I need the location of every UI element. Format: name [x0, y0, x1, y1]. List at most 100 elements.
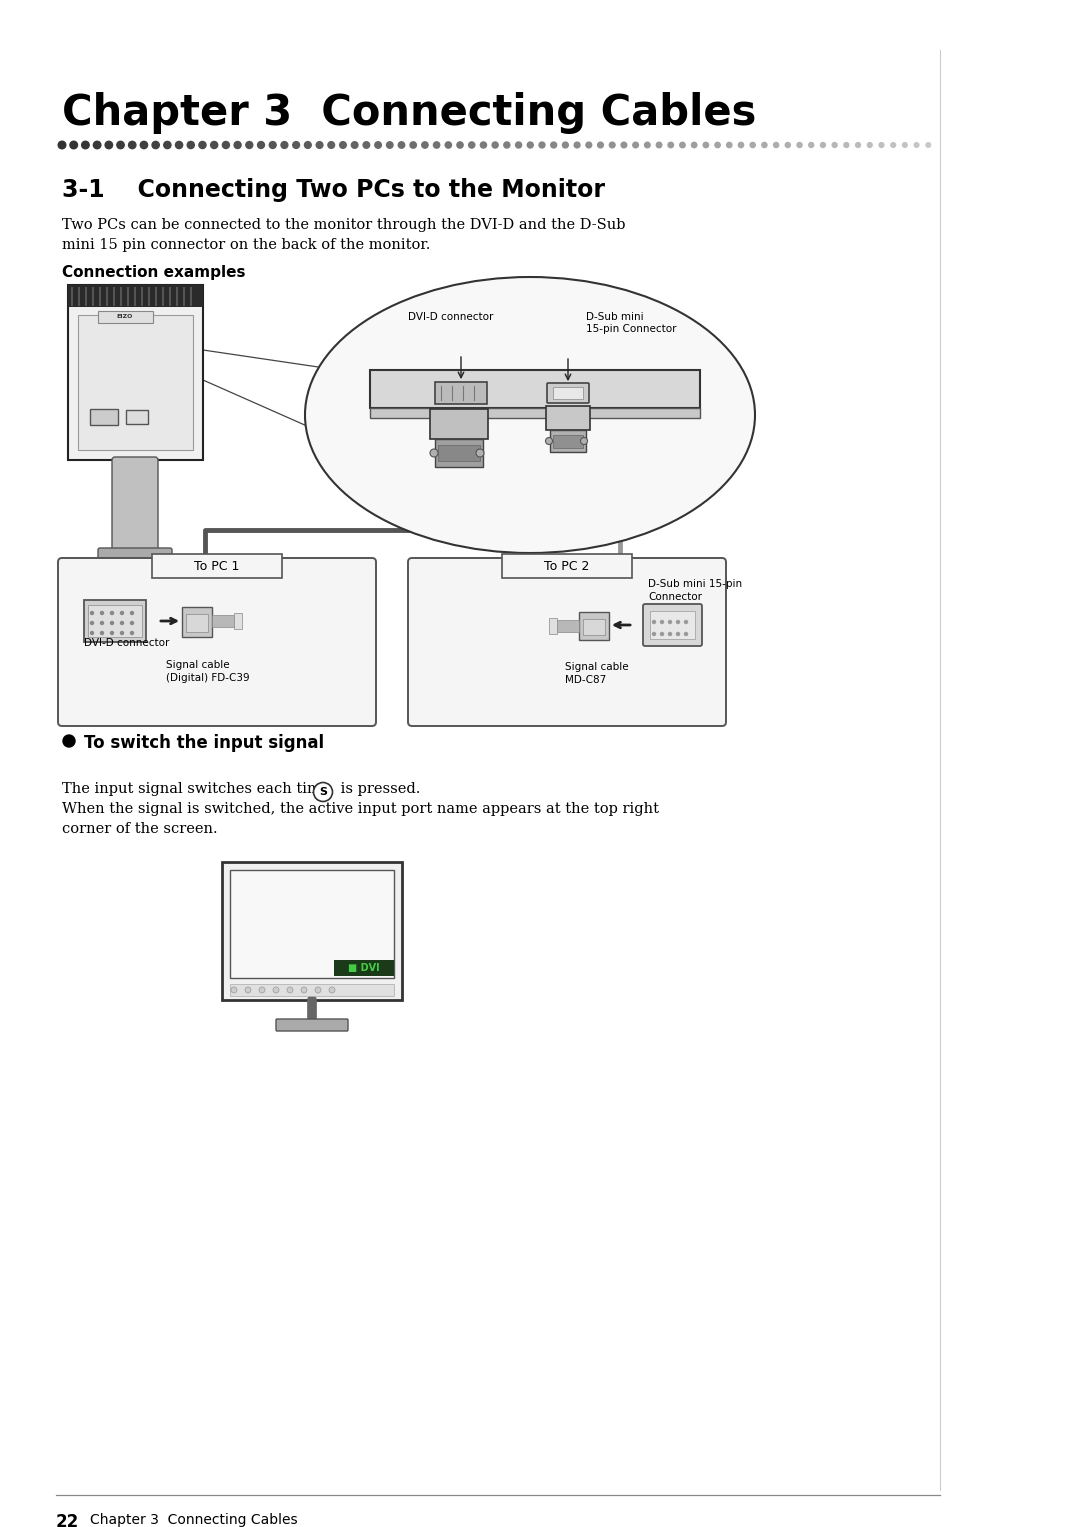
Circle shape	[703, 142, 708, 148]
FancyBboxPatch shape	[276, 1019, 348, 1031]
FancyBboxPatch shape	[183, 608, 212, 637]
FancyBboxPatch shape	[430, 409, 488, 438]
Circle shape	[879, 142, 883, 148]
Text: The input signal switches each time: The input signal switches each time	[62, 782, 334, 796]
Circle shape	[661, 632, 663, 635]
Text: Two PCs can be connected to the monitor through the DVI-D and the D-Sub: Two PCs can be connected to the monitor …	[62, 218, 625, 232]
Text: EIZO: EIZO	[117, 315, 133, 319]
Circle shape	[891, 142, 895, 148]
Text: corner of the screen.: corner of the screen.	[62, 822, 218, 835]
FancyBboxPatch shape	[68, 286, 203, 460]
FancyBboxPatch shape	[90, 409, 118, 425]
Circle shape	[669, 142, 674, 148]
FancyBboxPatch shape	[87, 605, 141, 637]
Circle shape	[399, 142, 405, 148]
Text: Signal cable
(Digital) FD-C39: Signal cable (Digital) FD-C39	[166, 660, 249, 683]
Circle shape	[129, 142, 136, 148]
Text: To PC 1: To PC 1	[194, 559, 240, 573]
Circle shape	[91, 621, 94, 625]
Circle shape	[652, 632, 656, 635]
Circle shape	[481, 142, 486, 148]
Circle shape	[100, 611, 104, 614]
Circle shape	[633, 142, 638, 148]
Circle shape	[301, 986, 307, 993]
Circle shape	[281, 142, 288, 148]
Circle shape	[91, 632, 94, 635]
Circle shape	[539, 142, 545, 148]
Circle shape	[821, 142, 825, 148]
FancyBboxPatch shape	[550, 431, 586, 452]
Circle shape	[679, 142, 685, 148]
Circle shape	[445, 142, 451, 148]
Circle shape	[121, 632, 123, 635]
Circle shape	[316, 142, 323, 148]
FancyBboxPatch shape	[370, 408, 700, 418]
Circle shape	[685, 620, 688, 623]
FancyBboxPatch shape	[549, 618, 557, 634]
FancyBboxPatch shape	[435, 438, 483, 467]
FancyBboxPatch shape	[553, 386, 583, 399]
Circle shape	[110, 611, 113, 614]
Circle shape	[926, 142, 931, 147]
Circle shape	[293, 142, 299, 148]
Circle shape	[131, 611, 134, 614]
Circle shape	[843, 142, 849, 148]
Circle shape	[305, 142, 311, 148]
Text: S: S	[319, 786, 327, 797]
FancyBboxPatch shape	[222, 863, 402, 1000]
FancyBboxPatch shape	[84, 600, 146, 641]
FancyBboxPatch shape	[126, 411, 148, 425]
Circle shape	[551, 142, 556, 148]
Circle shape	[586, 142, 592, 148]
Circle shape	[867, 142, 873, 148]
Circle shape	[110, 621, 113, 625]
Circle shape	[515, 142, 522, 148]
Circle shape	[609, 142, 616, 148]
Circle shape	[245, 986, 251, 993]
Circle shape	[597, 142, 604, 148]
Circle shape	[581, 438, 588, 444]
Circle shape	[797, 142, 802, 148]
FancyBboxPatch shape	[643, 605, 702, 646]
FancyBboxPatch shape	[579, 612, 609, 640]
Circle shape	[110, 632, 113, 635]
Circle shape	[187, 142, 194, 148]
Circle shape	[669, 632, 672, 635]
Circle shape	[761, 142, 767, 148]
Circle shape	[715, 142, 720, 148]
FancyBboxPatch shape	[230, 983, 394, 996]
Text: When the signal is switched, the active input port name appears at the top right: When the signal is switched, the active …	[62, 802, 659, 815]
Text: DVI-D connector: DVI-D connector	[84, 638, 170, 647]
Circle shape	[329, 986, 335, 993]
Circle shape	[63, 734, 75, 747]
Circle shape	[100, 632, 104, 635]
Circle shape	[152, 142, 159, 148]
Text: ■ DVI: ■ DVI	[348, 964, 380, 973]
Circle shape	[739, 142, 744, 148]
Circle shape	[657, 142, 662, 148]
Circle shape	[175, 142, 183, 148]
Circle shape	[91, 611, 94, 614]
FancyBboxPatch shape	[58, 557, 376, 725]
Circle shape	[140, 142, 148, 148]
Circle shape	[751, 142, 755, 148]
FancyBboxPatch shape	[112, 457, 158, 553]
FancyBboxPatch shape	[546, 383, 589, 403]
Circle shape	[833, 142, 837, 148]
Circle shape	[58, 140, 66, 148]
Text: 22: 22	[56, 1513, 79, 1527]
Circle shape	[273, 986, 279, 993]
FancyBboxPatch shape	[212, 615, 234, 628]
Circle shape	[469, 142, 475, 148]
Text: D-Sub mini
15-pin Connector: D-Sub mini 15-pin Connector	[586, 312, 676, 334]
FancyBboxPatch shape	[546, 406, 590, 431]
FancyBboxPatch shape	[98, 548, 172, 567]
Ellipse shape	[305, 276, 755, 553]
Circle shape	[652, 620, 656, 623]
Circle shape	[313, 782, 333, 802]
Circle shape	[257, 142, 265, 148]
Text: Chapter 3  Connecting Cables: Chapter 3 Connecting Cables	[62, 92, 756, 134]
FancyBboxPatch shape	[553, 435, 583, 447]
Circle shape	[669, 620, 672, 623]
Circle shape	[121, 621, 123, 625]
